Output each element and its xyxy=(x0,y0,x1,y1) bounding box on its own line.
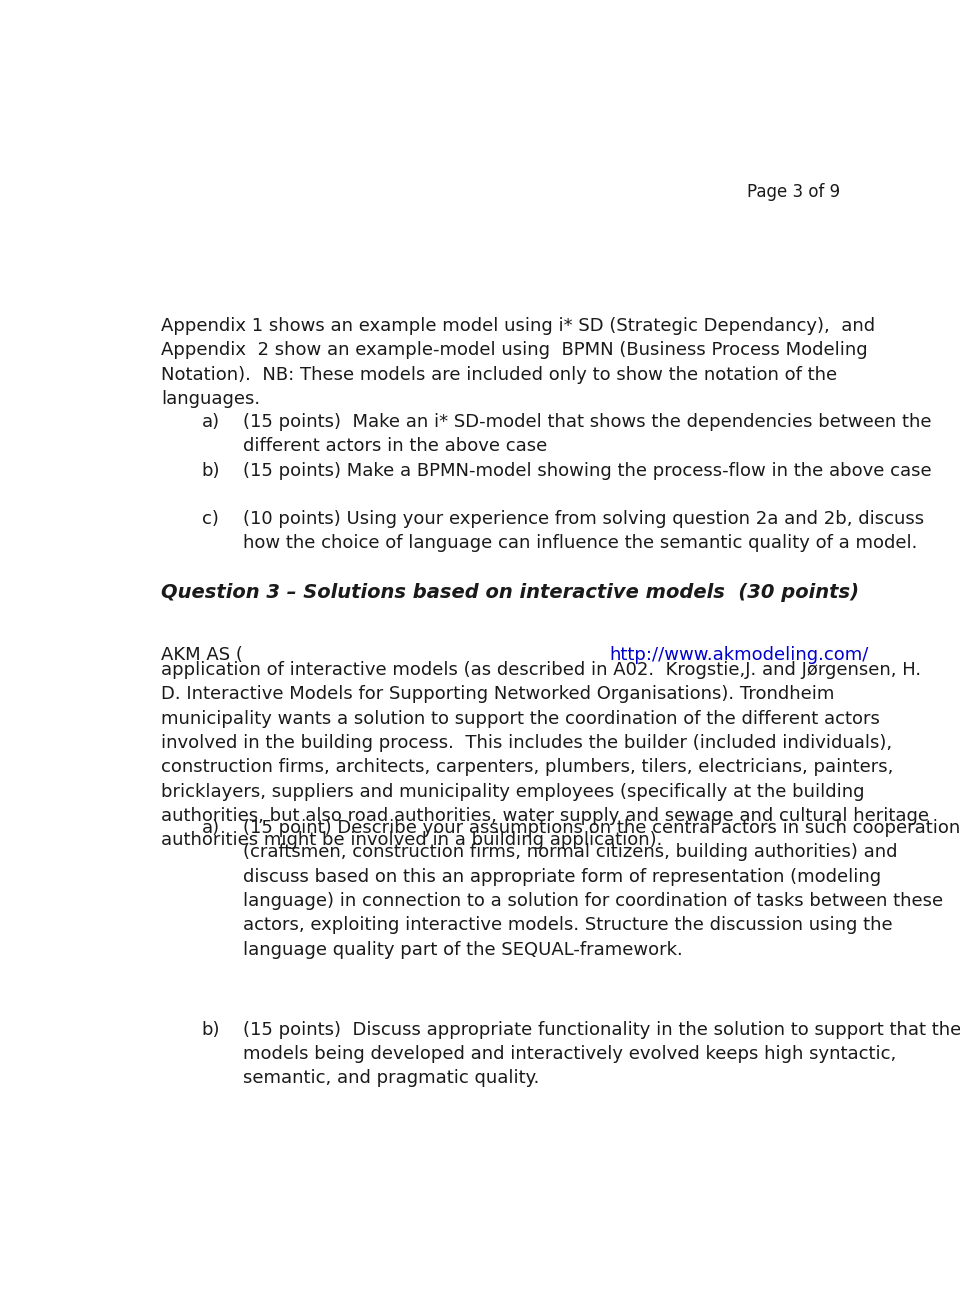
Text: b): b) xyxy=(202,1021,221,1038)
Text: (15 points)  Make an i* SD-model that shows the dependencies between the
differe: (15 points) Make an i* SD-model that sho… xyxy=(243,413,931,455)
Text: Appendix 1 shows an example model using i* SD (Strategic Dependancy),  and
Appen: Appendix 1 shows an example model using … xyxy=(161,318,876,408)
Text: Page 3 of 9: Page 3 of 9 xyxy=(747,184,840,201)
Text: a): a) xyxy=(202,819,220,837)
Text: c): c) xyxy=(202,509,219,527)
Text: a): a) xyxy=(202,413,220,432)
Text: (15 point) Describe your assumptions on the central actors in such cooperation
(: (15 point) Describe your assumptions on … xyxy=(243,819,960,959)
Text: AKM AS (: AKM AS ( xyxy=(161,647,243,665)
Text: http://www.akmodeling.com/: http://www.akmodeling.com/ xyxy=(610,647,869,665)
Text: Question 3 – Solutions based on interactive models  (30 points): Question 3 – Solutions based on interact… xyxy=(161,583,859,601)
Text: b): b) xyxy=(202,461,221,480)
Text: (10 points) Using your experience from solving question 2a and 2b, discuss
how t: (10 points) Using your experience from s… xyxy=(243,509,924,552)
Text: (15 points)  Discuss appropriate functionality in the solution to support that t: (15 points) Discuss appropriate function… xyxy=(243,1021,960,1087)
Text: (15 points) Make a BPMN-model showing the process-flow in the above case: (15 points) Make a BPMN-model showing th… xyxy=(243,461,931,480)
Text: application of interactive models (as described in A02.  Krogstie,J. and Jørgens: application of interactive models (as de… xyxy=(161,661,929,849)
